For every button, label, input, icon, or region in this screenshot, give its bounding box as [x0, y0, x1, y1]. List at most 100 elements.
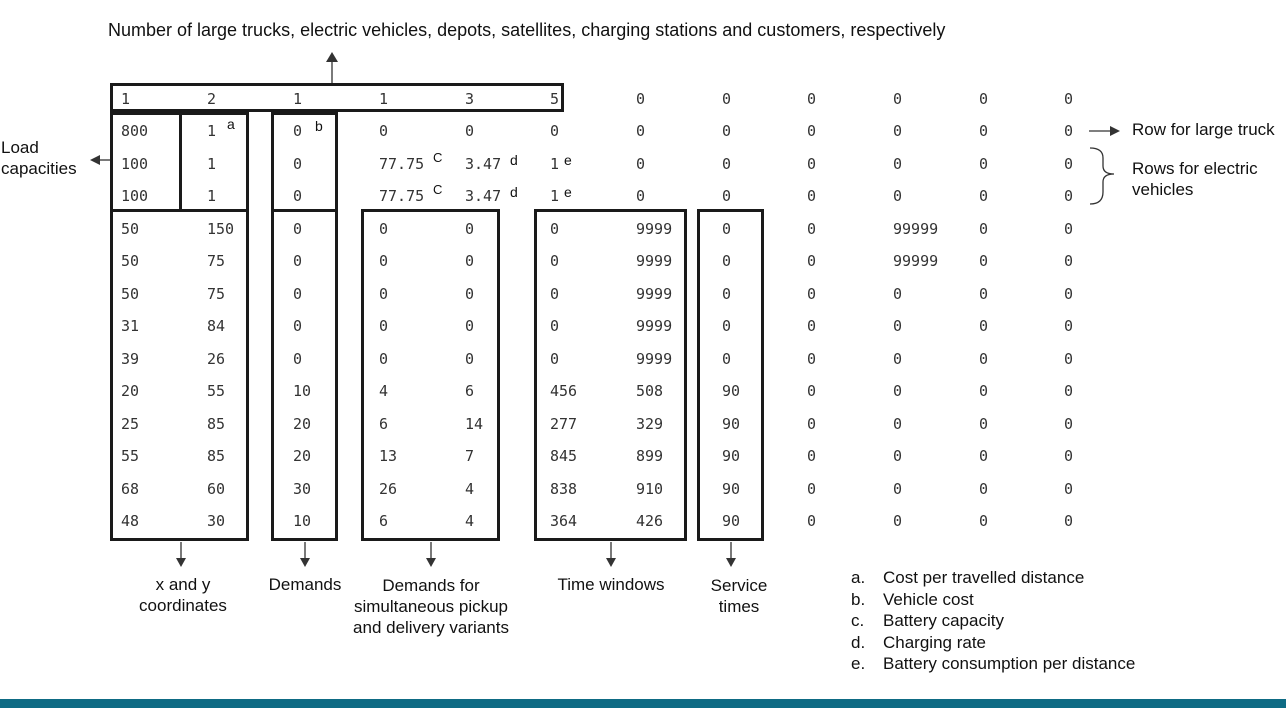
- large-truck-arrow: [1089, 126, 1120, 136]
- grid-cell: 910: [636, 480, 664, 498]
- grid-cell: 26: [379, 480, 398, 498]
- grid-cell: 60: [207, 480, 226, 498]
- grid-cell: 90: [722, 447, 741, 465]
- grid-cell: 30: [293, 480, 312, 498]
- grid-cell: 1: [207, 187, 217, 205]
- grid-cell: 0: [893, 187, 903, 205]
- row-large-truck-label: Row for large truck: [1132, 120, 1275, 139]
- grid-cell: 0: [550, 317, 560, 335]
- grid-cell: 0: [1064, 155, 1074, 173]
- bottom-accent-bar: [0, 699, 1286, 708]
- superscript-c: C: [433, 182, 443, 197]
- grid-cell: 99999: [893, 252, 939, 270]
- grid-cell: 10: [293, 382, 312, 400]
- grid-cell: 0: [979, 317, 989, 335]
- grid-cell: 277: [550, 415, 578, 433]
- grid-cell: 39: [121, 350, 140, 368]
- grid-cell: 0: [807, 480, 817, 498]
- grid-cell: 0: [807, 447, 817, 465]
- grid-cell: 7: [465, 447, 475, 465]
- xy-coordinates-label: x and y coordinates: [139, 575, 227, 615]
- grid-cell: 899: [636, 447, 664, 465]
- service-times-label: Service times: [710, 576, 768, 616]
- grid-cell: 90: [722, 512, 741, 530]
- grid-cell: 77.75: [379, 187, 425, 205]
- superscript-c: C: [433, 150, 443, 165]
- grid-cell: 0: [722, 155, 732, 173]
- grid-cell: 0: [1064, 382, 1074, 400]
- grid-cell: 55: [207, 382, 226, 400]
- grid-cell: 0: [293, 220, 303, 238]
- grid-cell: 0: [893, 155, 903, 173]
- grid-cell: 0: [722, 317, 732, 335]
- grid-cell: 4: [465, 480, 475, 498]
- grid-cell: 0: [722, 122, 732, 140]
- superscript-a: a: [227, 116, 235, 132]
- grid-cell: 838: [550, 480, 578, 498]
- superscript-e: e: [564, 152, 572, 168]
- grid-cell: 90: [722, 480, 741, 498]
- superscript-e: e: [564, 184, 572, 200]
- grid-cell: 0: [379, 317, 389, 335]
- legend-item-e: e. Battery consumption per distance: [851, 654, 1136, 673]
- grid-cell: 0: [379, 252, 389, 270]
- curly-brace: [1089, 147, 1115, 205]
- grid-cell: 0: [979, 512, 989, 530]
- grid-cell: 1: [379, 90, 389, 108]
- grid-cell: 0: [893, 480, 903, 498]
- grid-cell: 0: [807, 155, 817, 173]
- grid-cell: 30: [207, 512, 226, 530]
- grid-cell: 0: [636, 90, 646, 108]
- grid-cell: 0: [1064, 285, 1074, 303]
- grid-cell: 0: [550, 252, 560, 270]
- grid-cell: 508: [636, 382, 664, 400]
- grid-cell: 0: [1064, 122, 1074, 140]
- grid-cell: 25: [121, 415, 140, 433]
- pickup-delivery-arrow: [426, 542, 436, 567]
- service-times-arrow: [726, 542, 736, 567]
- grid-cell: 9999: [636, 220, 673, 238]
- grid-cell: 4: [379, 382, 389, 400]
- grid-cell: 90: [722, 415, 741, 433]
- grid-cell: 0: [893, 350, 903, 368]
- legend-item-d: d. Charging rate: [851, 633, 987, 652]
- grid-cell: 85: [207, 447, 226, 465]
- title-arrow: [326, 52, 338, 83]
- grid-cell: 75: [207, 285, 226, 303]
- grid-cell: 329: [636, 415, 664, 433]
- grid-cell: 48: [121, 512, 140, 530]
- grid-cell: 0: [807, 350, 817, 368]
- grid-cell: 0: [979, 187, 989, 205]
- grid-cell: 26: [207, 350, 226, 368]
- grid-cell: 50: [121, 252, 140, 270]
- grid-cell: 0: [807, 512, 817, 530]
- grid-cell: 0: [722, 187, 732, 205]
- grid-cell: 0: [722, 220, 732, 238]
- grid-cell: 0: [1064, 447, 1074, 465]
- grid-cell: 1: [207, 155, 217, 173]
- grid-cell: 0: [1064, 252, 1074, 270]
- grid-cell: 0: [1064, 220, 1074, 238]
- grid-cell: 0: [550, 122, 560, 140]
- grid-cell: 68: [121, 480, 140, 498]
- demands-arrow: [300, 542, 310, 567]
- grid-cell: 5: [550, 90, 560, 108]
- grid-cell: 0: [893, 317, 903, 335]
- grid-cell: 99999: [893, 220, 939, 238]
- diagram-title: Number of large trucks, electric vehicle…: [108, 20, 946, 40]
- grid-cell: 456: [550, 382, 578, 400]
- grid-cell: 84: [207, 317, 226, 335]
- xy-arrow: [176, 542, 186, 567]
- pickup-delivery-label: Demands for simultaneous pickup and deli…: [353, 576, 509, 637]
- grid-cell: 0: [893, 415, 903, 433]
- grid-cell: 100: [121, 155, 149, 173]
- grid-cell: 0: [293, 317, 303, 335]
- grid-cell: 0: [979, 90, 989, 108]
- grid-cell: 0: [293, 350, 303, 368]
- grid-cell: 0: [979, 220, 989, 238]
- grid-cell: 0: [293, 187, 303, 205]
- grid-cell: 845: [550, 447, 578, 465]
- service-times-box: [697, 209, 764, 541]
- grid-cell: 0: [465, 350, 475, 368]
